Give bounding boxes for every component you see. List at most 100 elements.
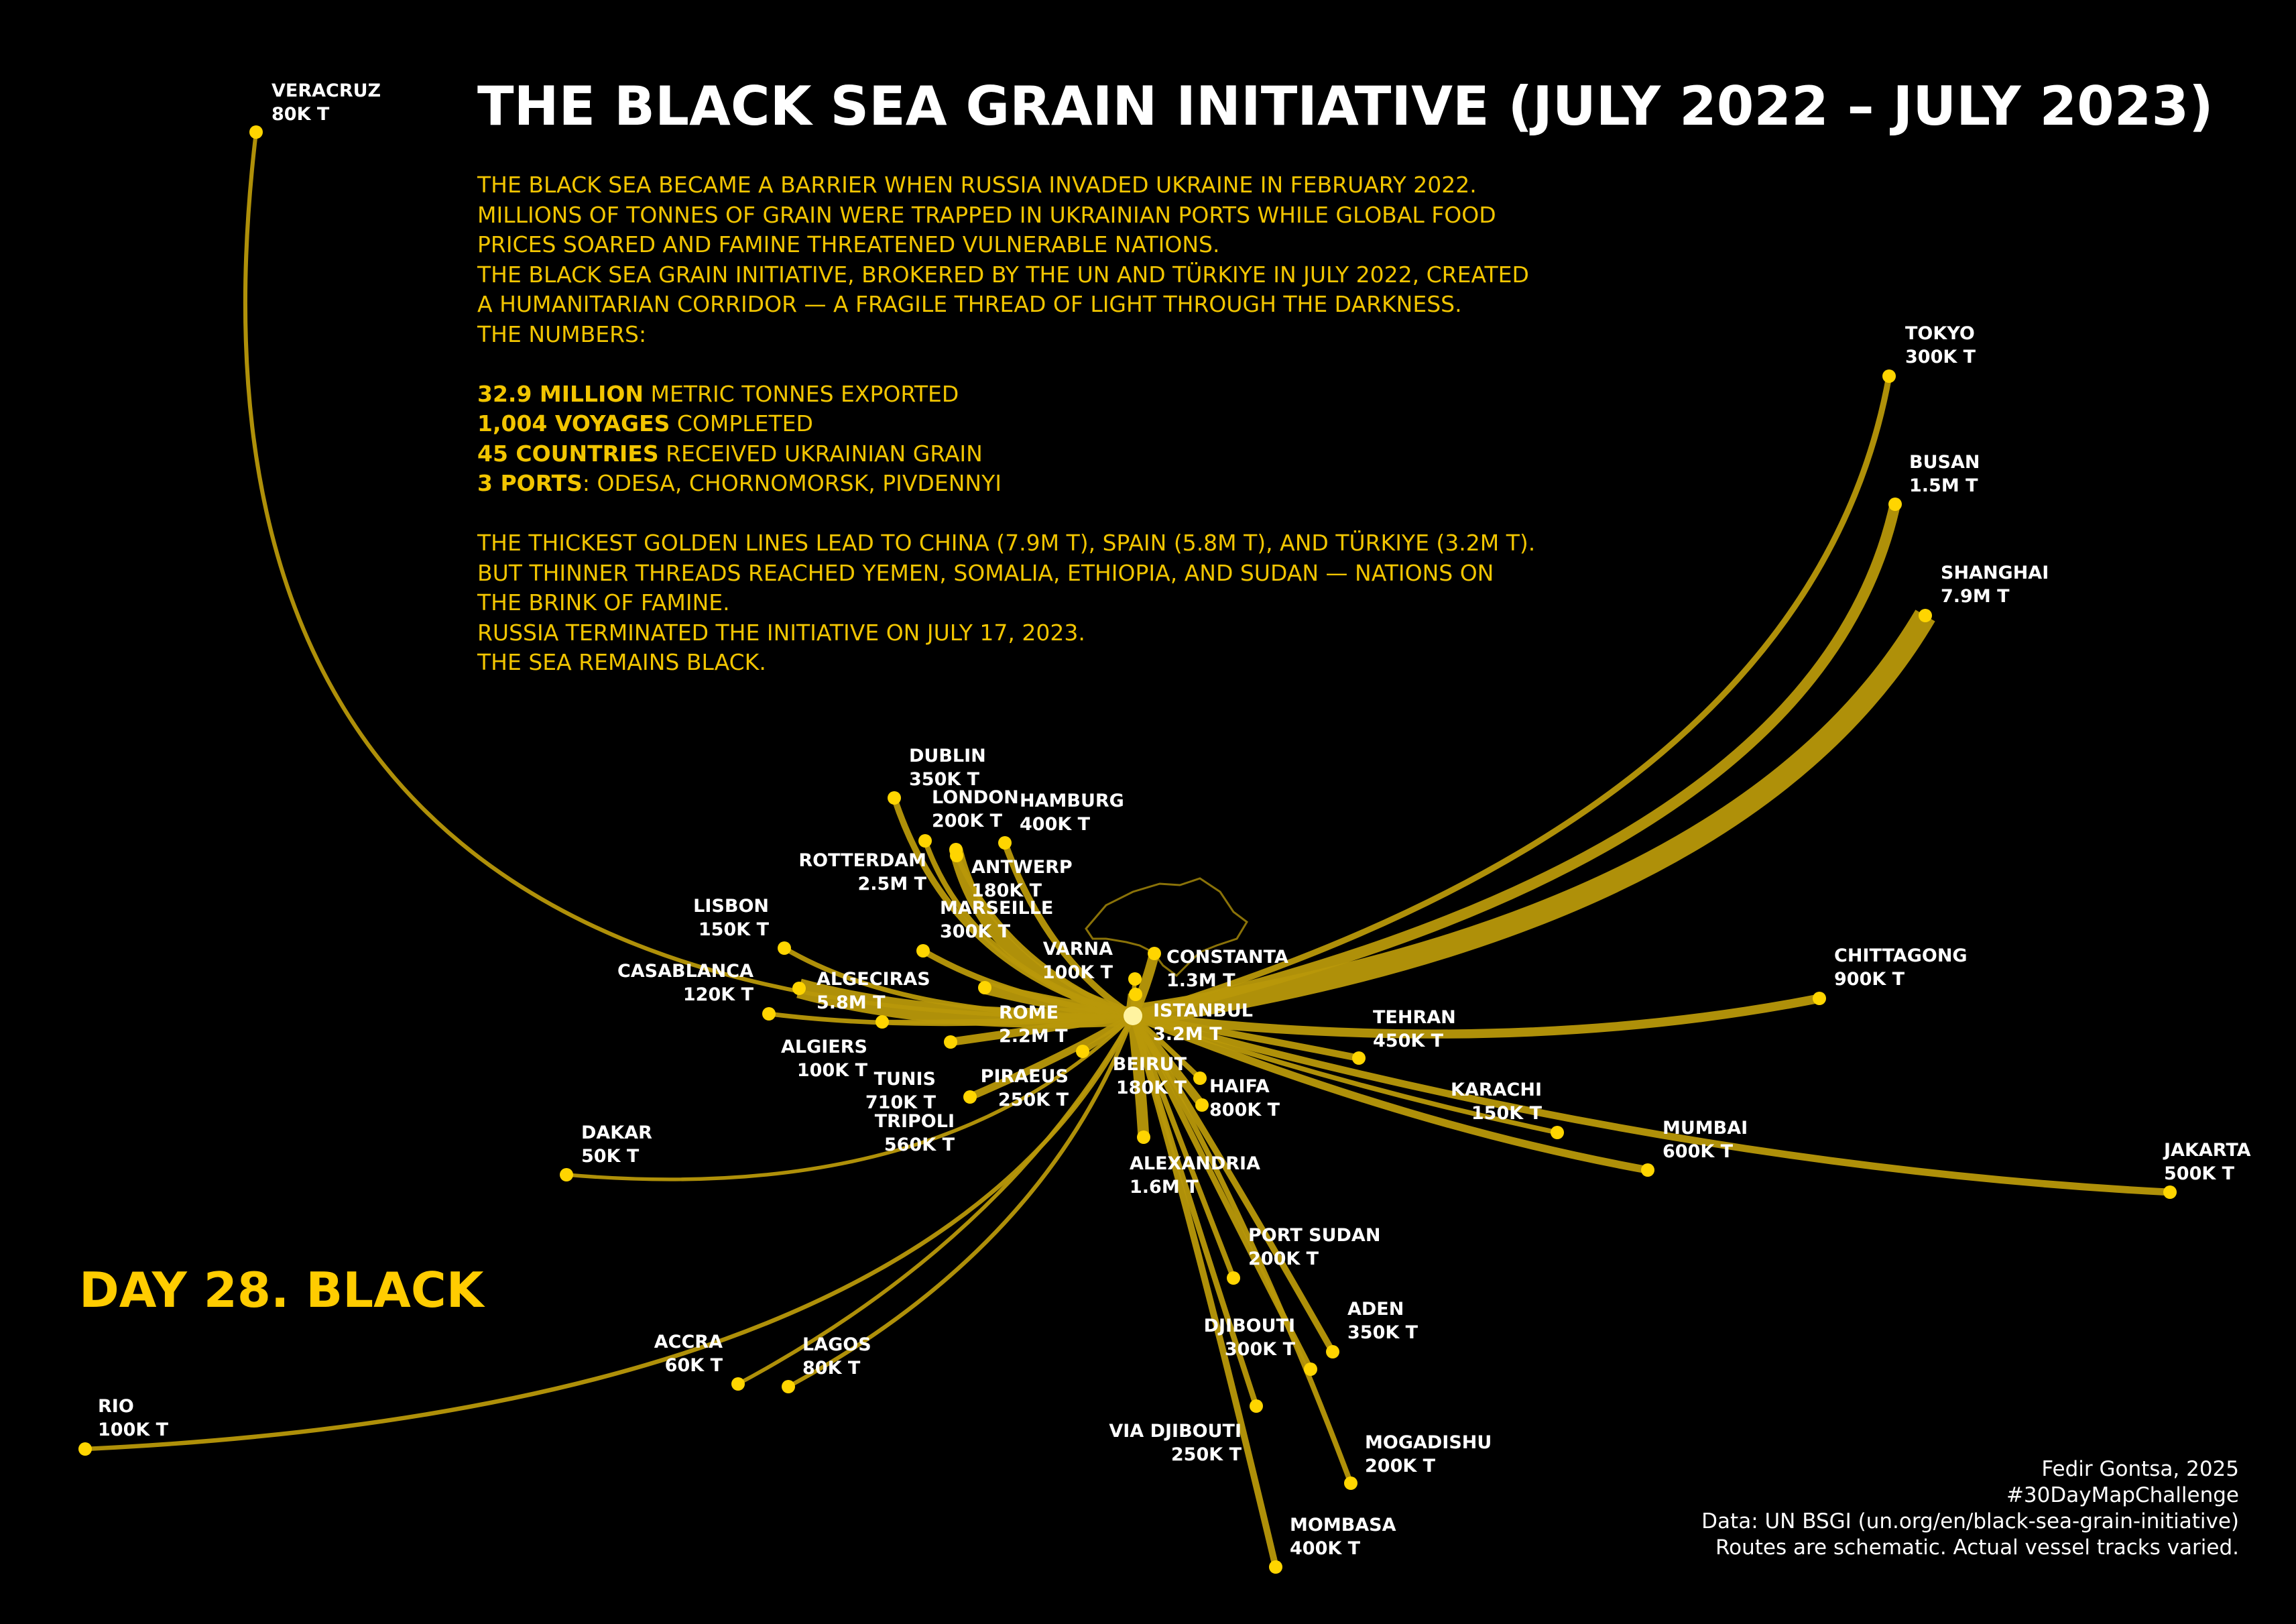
label-name: VARNA bbox=[1042, 939, 1113, 960]
label-london: LONDON 200K T bbox=[932, 786, 1019, 833]
label-tonnage: 400K T bbox=[1290, 1538, 1361, 1559]
route-tokyo bbox=[1132, 375, 1892, 1019]
stat-line: 32.9 MILLION METRIC TONNES EXPORTED bbox=[477, 380, 1818, 410]
page-title: THE BLACK SEA GRAIN INITIATIVE (JULY 202… bbox=[477, 75, 2214, 137]
label-name: CONSTANTA bbox=[1166, 947, 1288, 968]
route-hamburg bbox=[1002, 842, 1135, 1019]
origin-odesa bbox=[1124, 1006, 1142, 1025]
label-tonnage: 50K T bbox=[581, 1146, 640, 1167]
label-tonnage: 300K T bbox=[940, 921, 1011, 942]
label-mumbai: MUMBAI 600K T bbox=[1663, 1116, 1748, 1163]
label-tonnage: 500K T bbox=[2164, 1163, 2235, 1184]
label-tripoli: TRIPOLI 560K T bbox=[875, 1110, 955, 1157]
stat-text: RECEIVED UKRAINIAN GRAIN bbox=[658, 440, 983, 467]
route-rio bbox=[84, 1014, 1135, 1452]
label-via-djibouti: VIA DJIBOUTI 250K T bbox=[1109, 1419, 1242, 1466]
label-rio: RIO 100K T bbox=[98, 1395, 168, 1442]
route-jakarta bbox=[1132, 1012, 2171, 1196]
label-name: DUBLIN bbox=[909, 746, 986, 766]
point-antwerp bbox=[950, 849, 963, 862]
label-name: MOGADISHU bbox=[1365, 1432, 1492, 1453]
label-name: CASABLANCA bbox=[617, 961, 753, 982]
label-piraeus: PIRAEUS 250K T bbox=[981, 1065, 1069, 1112]
label-tonnage: 3.2M T bbox=[1153, 1024, 1222, 1045]
ukraine-outline bbox=[1085, 877, 1248, 977]
label-tonnage: 350K T bbox=[1347, 1322, 1418, 1343]
route-marseille bbox=[921, 948, 1134, 1019]
point-constanta bbox=[1148, 947, 1161, 960]
label-tonnage: 150K T bbox=[698, 919, 769, 940]
label-tonnage: 100K T bbox=[1042, 962, 1113, 983]
label-name: TRIPOLI bbox=[874, 1111, 955, 1132]
label-haifa: HAIFA 800K T bbox=[1209, 1075, 1280, 1122]
point-london bbox=[918, 834, 932, 848]
label-veracruz: VERACRUZ 80K T bbox=[271, 79, 381, 126]
point-istanbul bbox=[1129, 988, 1142, 1001]
credit-line: #30DayMapChallenge bbox=[2006, 1483, 2239, 1507]
point-jakarta bbox=[2163, 1185, 2177, 1199]
route-london bbox=[922, 839, 1134, 1019]
stat-text: COMPLETED bbox=[670, 410, 813, 437]
point-port-sudan bbox=[1227, 1271, 1240, 1285]
label-beirut: BEIRUT 180K T bbox=[1113, 1053, 1187, 1100]
route-antwerp bbox=[954, 854, 1134, 1019]
label-name: VIA DJIBOUTI bbox=[1109, 1421, 1242, 1442]
label-tonnage: 200K T bbox=[932, 811, 1003, 831]
intro-line: THE NUMBERS: bbox=[477, 321, 647, 347]
label-name: PORT SUDAN bbox=[1248, 1225, 1381, 1246]
route-karachi bbox=[1132, 1013, 1558, 1135]
route-veracruz bbox=[243, 131, 1134, 1019]
point-chittagong bbox=[1813, 992, 1826, 1005]
routes-layer bbox=[84, 131, 2171, 1568]
label-casablanca: CASABLANCA 120K T bbox=[617, 960, 753, 1006]
route-dakar bbox=[566, 1014, 1134, 1181]
label-name: CHITTAGONG bbox=[1834, 945, 1968, 966]
point-mombasa bbox=[1269, 1560, 1282, 1574]
label-jakarta: JAKARTA 500K T bbox=[2164, 1139, 2251, 1185]
label-tonnage: 200K T bbox=[1248, 1249, 1319, 1269]
point-rio bbox=[78, 1442, 92, 1456]
label-name: MUMBAI bbox=[1663, 1118, 1748, 1139]
label-name: HAIFA bbox=[1209, 1076, 1270, 1097]
label-tonnage: 1.3M T bbox=[1166, 970, 1235, 991]
label-tonnage: 300K T bbox=[1905, 347, 1976, 367]
point-algiers bbox=[875, 1015, 889, 1029]
day-label: DAY 28. BLACK bbox=[79, 1262, 484, 1318]
label-tonnage: 150K T bbox=[1471, 1103, 1542, 1124]
label-tonnage: 2.5M T bbox=[857, 874, 926, 894]
stat-text: : ODESA, CHORNOMORSK, PIVDENNYI bbox=[582, 470, 1002, 496]
label-istanbul: ISTANBUL 3.2M T bbox=[1153, 999, 1253, 1046]
label-tonnage: 100K T bbox=[98, 1419, 169, 1440]
outro-line: BUT THINNER THREADS REACHED YEMEN, SOMAL… bbox=[477, 559, 1494, 586]
label-karachi: KARACHI 150K T bbox=[1451, 1078, 1542, 1125]
route-lagos bbox=[787, 1014, 1135, 1389]
stat-line: 45 COUNTRIES RECEIVED UKRAINIAN GRAIN bbox=[477, 439, 1818, 469]
label-antwerp: ANTWERP 180K T bbox=[971, 856, 1073, 903]
stat-value: 3 PORTS bbox=[477, 470, 583, 496]
stat-text: METRIC TONNES EXPORTED bbox=[644, 380, 959, 407]
label-tonnage: 200K T bbox=[1365, 1456, 1436, 1476]
label-name: HAMBURG bbox=[1020, 791, 1124, 811]
label-tonnage: 250K T bbox=[998, 1090, 1069, 1110]
label-tonnage: 180K T bbox=[971, 880, 1042, 901]
label-name: LISBON bbox=[693, 896, 769, 917]
label-rome: ROME 2.2M T bbox=[999, 1001, 1068, 1048]
intro-line: THE BLACK SEA GRAIN INITIATIVE, BROKERED… bbox=[477, 261, 1529, 288]
label-tonnage: 250K T bbox=[1170, 1444, 1242, 1465]
label-name: ROME bbox=[999, 1002, 1059, 1023]
credit-line: Fedir Gontsa, 2025 bbox=[2041, 1457, 2239, 1481]
point-tokyo bbox=[1882, 369, 1896, 383]
point-djibouti bbox=[1304, 1362, 1317, 1376]
label-name: LAGOS bbox=[802, 1334, 871, 1355]
label-tonnage: 120K T bbox=[682, 984, 753, 1005]
point-mumbai bbox=[1641, 1163, 1654, 1177]
label-algeciras: ALGECIRAS 5.8M T bbox=[817, 968, 930, 1014]
label-name: RIO bbox=[98, 1396, 134, 1417]
label-tonnage: 100K T bbox=[796, 1060, 867, 1081]
label-dublin: DUBLIN 350K T bbox=[909, 744, 986, 791]
point-dakar bbox=[560, 1168, 573, 1181]
route-port-sudan bbox=[1130, 1014, 1236, 1279]
label-tonnage: 560K T bbox=[884, 1135, 955, 1155]
point-lagos bbox=[782, 1380, 795, 1393]
stat-value: 45 COUNTRIES bbox=[477, 440, 659, 467]
